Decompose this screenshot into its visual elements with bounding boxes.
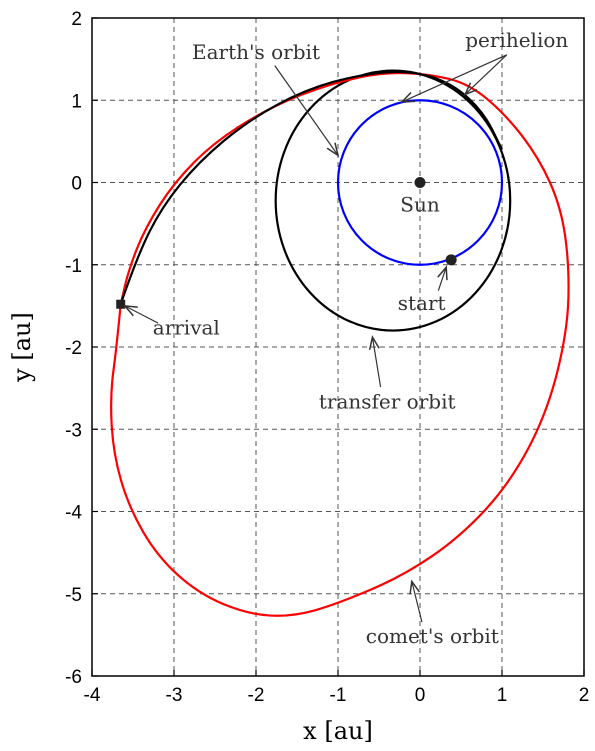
- perihelion-label: perihelion: [465, 28, 568, 52]
- perihelion-arrow-head: [463, 82, 478, 96]
- x-tick-label: -1: [330, 685, 347, 706]
- comet-s-orbit-label: comet's orbit: [366, 624, 499, 648]
- start-arrow-head: [437, 265, 448, 281]
- comet-s-orbit-arrow: [411, 581, 423, 623]
- y-tick-label: -4: [65, 503, 82, 524]
- start-arrow: [437, 267, 447, 291]
- arrival-marker: [116, 299, 126, 309]
- earth-s-orbit-label: Earth's orbit: [192, 40, 320, 64]
- y-tick-label: -3: [65, 420, 82, 441]
- y-tick-label: 2: [71, 9, 82, 30]
- transfer-orbit-arrow-head: [368, 335, 380, 350]
- annotations: Earth's orbit transfer orbit comet's orbit…: [123, 28, 568, 648]
- sun-marker: [414, 177, 426, 188]
- sun-label: Sun: [400, 192, 440, 216]
- y-tick-label: 0: [71, 174, 82, 195]
- y-tick-label: -6: [65, 667, 82, 688]
- x-tick-label: 0: [415, 685, 426, 706]
- earth-s-orbit-arrow-head: [326, 142, 340, 158]
- transfer-orbit-line: [274, 69, 512, 332]
- x-axis-label: x [au]: [303, 717, 373, 745]
- tick-labels: -4 -3 -2 -1 0 1 2 2 1 0 -1 -2 -3 -4 -5 -6: [65, 9, 589, 706]
- x-tick-label: 2: [579, 685, 590, 706]
- earth-s-orbit-arrow: [274, 65, 339, 156]
- perihelion-arrow: [464, 54, 508, 95]
- orbit-curves: [110, 69, 570, 617]
- grid: [92, 18, 584, 676]
- x-tick-label: -2: [248, 685, 265, 706]
- markers: [116, 177, 457, 309]
- start-marker: [445, 254, 457, 266]
- transfer-orbit-arrow: [371, 337, 382, 388]
- x-tick-label: -3: [166, 685, 183, 706]
- comet-s-orbit-arrow-head: [409, 579, 421, 595]
- y-tick-label: -2: [65, 338, 82, 359]
- y-tick-label: 1: [71, 91, 82, 112]
- y-axis-label: y [au]: [8, 312, 36, 383]
- earth-s-orbit-line: [336, 99, 504, 266]
- x-tick-label: -4: [84, 685, 101, 706]
- start-label: start: [398, 291, 446, 315]
- transfer-arc-line: [119, 70, 503, 305]
- perihelion-arrow-head: [400, 92, 415, 103]
- arrival-label: arrival: [153, 316, 220, 340]
- y-tick-label: -5: [65, 585, 82, 606]
- y-tick-label: -1: [65, 256, 82, 277]
- x-tick-label: 1: [497, 685, 508, 706]
- transfer-orbit-label: transfer orbit: [319, 390, 456, 414]
- arrival-arrow: [124, 305, 159, 324]
- perihelion-arrow: [401, 54, 508, 103]
- comet-s-orbit-line: [110, 71, 570, 617]
- arrival-arrow-head: [123, 304, 138, 317]
